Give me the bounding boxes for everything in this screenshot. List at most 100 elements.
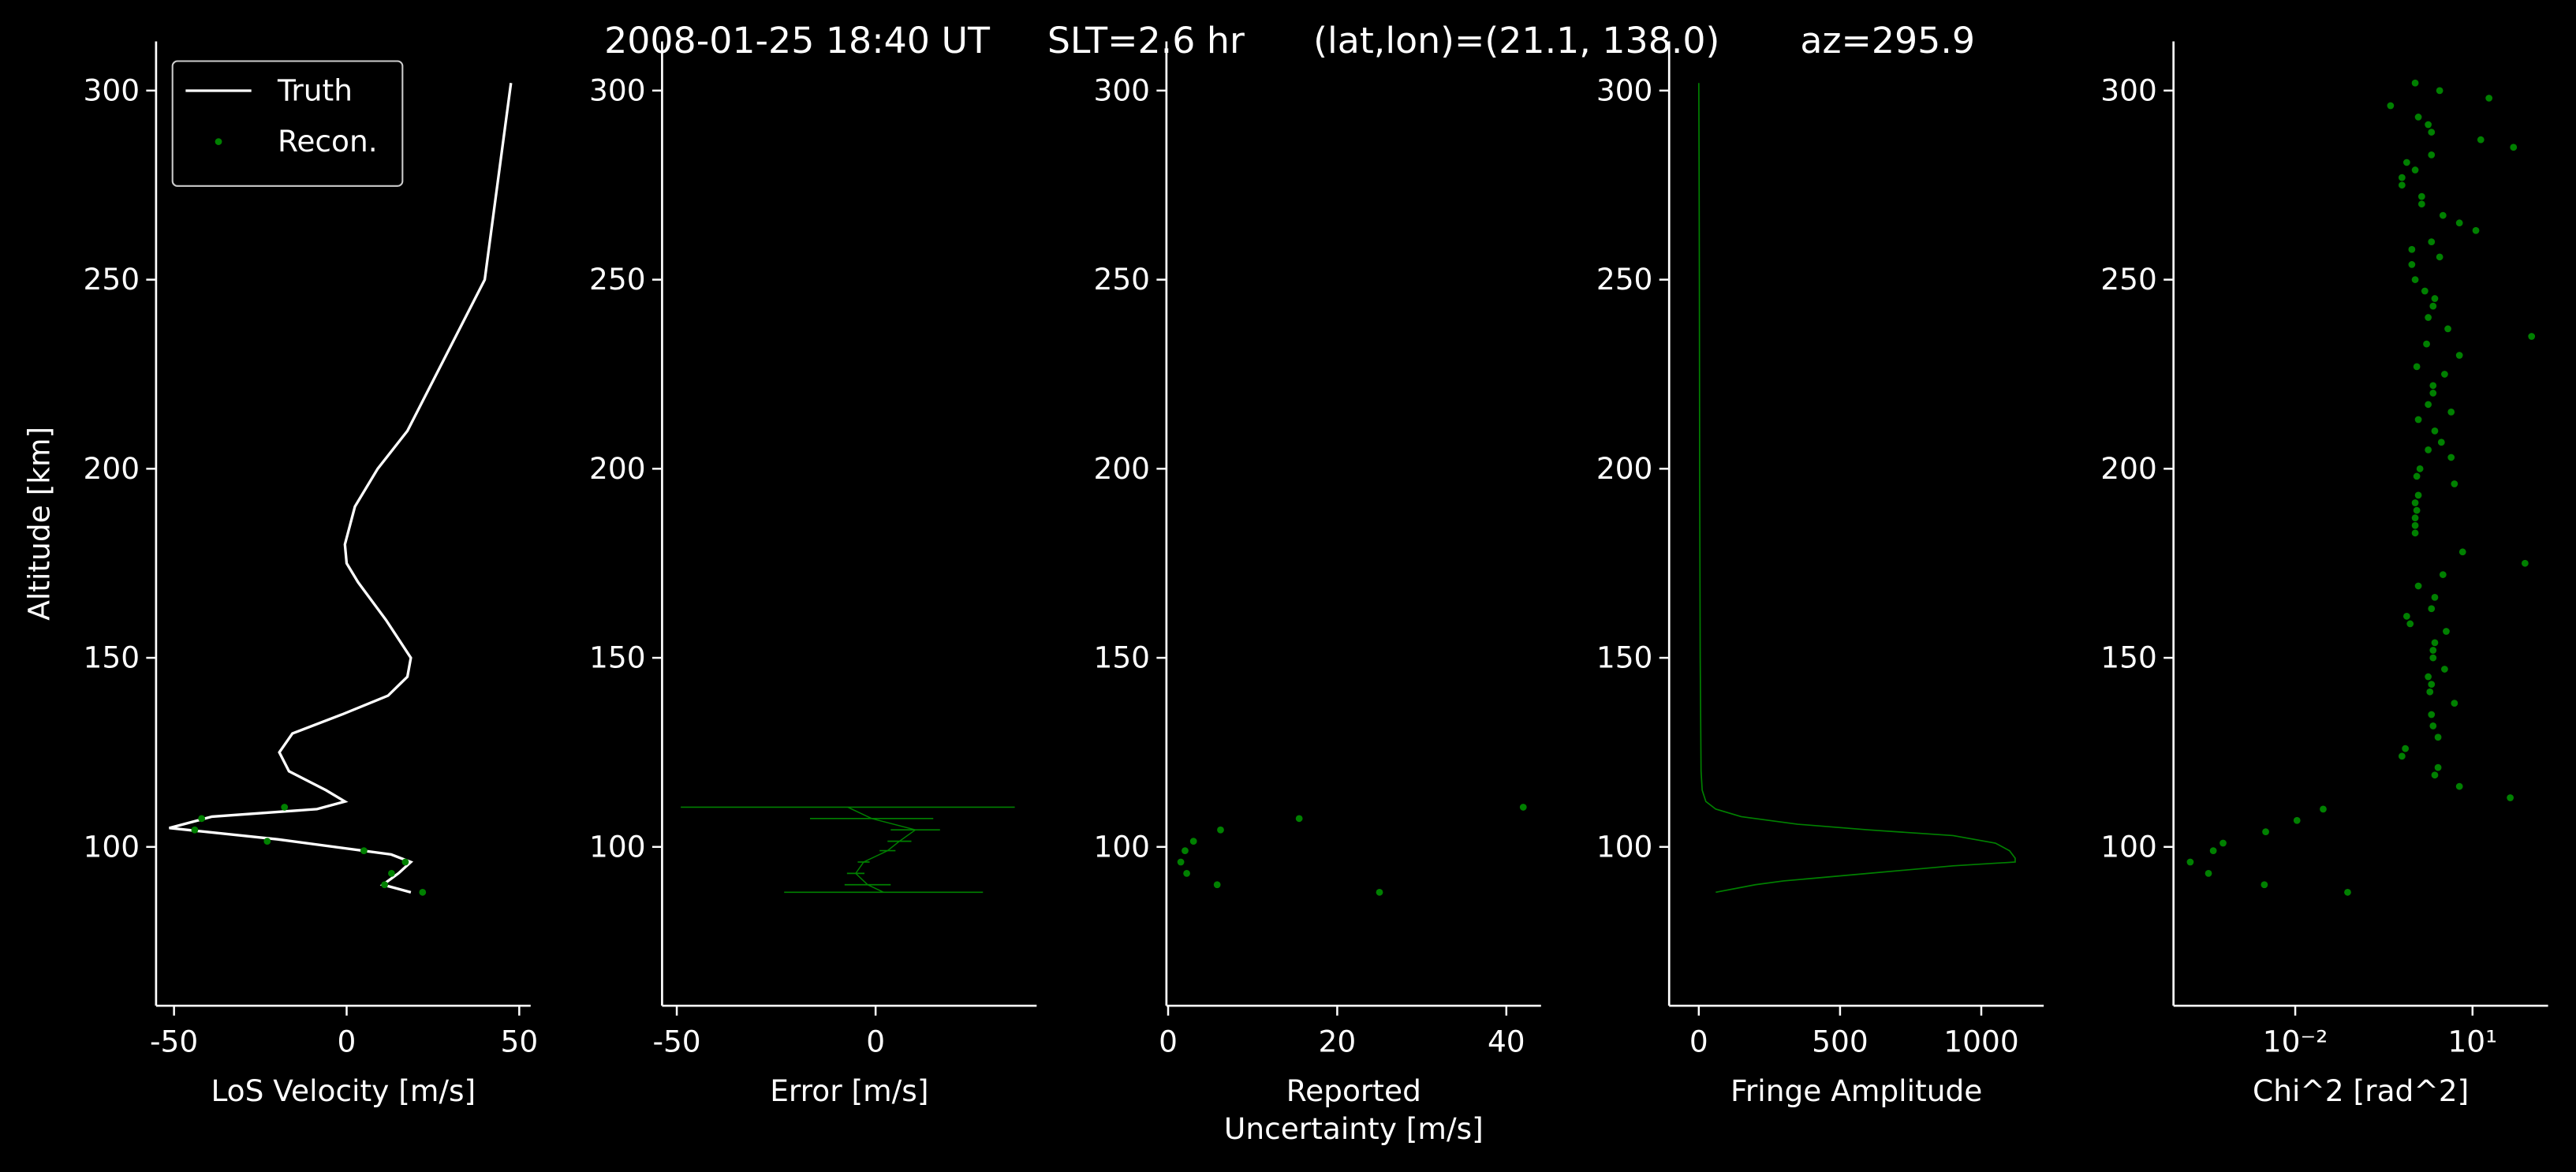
x-tick-label: 10⁻² <box>2263 1025 2328 1059</box>
x-tick-label: 0 <box>1689 1025 1708 1059</box>
x-tick-label: 50 <box>500 1025 538 1059</box>
data-point <box>2293 816 2301 824</box>
x-axis-label: LoS Velocity [m/s] <box>211 1073 476 1108</box>
data-point <box>2429 390 2437 397</box>
data-point <box>2262 828 2269 835</box>
x-axis-label: Chi^2 [rad^2] <box>2253 1073 2469 1108</box>
data-point <box>198 815 206 823</box>
data-point <box>2425 446 2432 453</box>
x-tick-label: 40 <box>1488 1025 1525 1059</box>
x-axis-label: Uncertainty [m/s] <box>1224 1111 1484 1146</box>
panel: 100 150 200 250 300 10⁻² 10¹ Chi^2 [rad^2] <box>2100 41 2548 1108</box>
data-point <box>2455 219 2463 227</box>
data-point <box>2429 302 2437 310</box>
y-tick-label: 100 <box>589 829 646 864</box>
data-point <box>401 858 409 866</box>
data-point <box>2447 409 2455 416</box>
data-point <box>2431 427 2439 435</box>
data-point <box>2402 745 2410 752</box>
data-point <box>2411 521 2419 529</box>
data-point <box>1519 804 1527 811</box>
series-line <box>169 83 513 894</box>
data-point <box>360 847 368 854</box>
data-point <box>2417 192 2425 200</box>
x-tick-label: 500 <box>1812 1025 1869 1059</box>
y-tick-label: 200 <box>2100 451 2157 486</box>
data-point <box>1376 888 1383 896</box>
data-point <box>2434 763 2442 771</box>
data-point <box>2443 628 2450 635</box>
data-point <box>2428 711 2436 719</box>
data-point <box>2441 371 2448 378</box>
data-point <box>2411 166 2419 174</box>
x-axis-label: Reported <box>1286 1073 1421 1108</box>
data-point <box>2434 733 2442 741</box>
data-point <box>2431 771 2439 779</box>
data-point <box>2414 114 2422 121</box>
data-point <box>2429 722 2437 730</box>
data-point <box>2417 200 2425 208</box>
data-point <box>281 804 289 811</box>
series-line <box>847 806 917 893</box>
data-point <box>1183 869 1190 877</box>
y-tick-label: 250 <box>2100 262 2157 297</box>
data-point <box>2261 881 2268 889</box>
y-tick-label: 250 <box>1596 262 1653 297</box>
x-tick-label: 0 <box>1159 1025 1178 1059</box>
data-point <box>2205 869 2212 877</box>
y-tick-label: 100 <box>1596 829 1653 864</box>
data-point <box>2425 401 2432 409</box>
data-point <box>2451 700 2458 707</box>
x-tick-label: 0 <box>866 1025 885 1059</box>
figure-title: 2008-01-25 18:40 UT SLT=2.6 hr (lat,lon)… <box>604 19 1975 62</box>
y-tick-label: 100 <box>1093 829 1150 864</box>
data-point <box>2441 666 2448 673</box>
data-point <box>2428 151 2436 159</box>
x-tick-label: 1000 <box>1943 1025 2018 1059</box>
data-point <box>2425 314 2432 321</box>
data-point <box>2411 529 2419 537</box>
y-tick-label: 300 <box>2100 73 2157 107</box>
data-point <box>2421 287 2429 295</box>
data-point <box>2414 582 2422 590</box>
data-point <box>2413 472 2421 480</box>
data-point <box>2447 453 2455 461</box>
data-point <box>2485 95 2493 102</box>
data-point <box>263 838 271 845</box>
x-axis-label: Error [m/s] <box>770 1073 928 1108</box>
y-tick-label: 300 <box>1596 73 1653 107</box>
data-point <box>2429 647 2437 654</box>
data-point <box>2425 673 2432 681</box>
data-point <box>191 826 199 834</box>
y-tick-label: 300 <box>589 73 646 107</box>
data-point <box>2431 639 2439 647</box>
data-point <box>381 881 389 889</box>
data-point <box>2414 416 2422 424</box>
y-tick-label: 200 <box>1093 451 1150 486</box>
series-line <box>1697 83 2016 894</box>
data-point <box>2411 276 2419 283</box>
data-point <box>1182 847 1189 854</box>
x-axis-label: Fringe Amplitude <box>1730 1073 1982 1108</box>
x-tick-label: 10¹ <box>2447 1025 2497 1059</box>
data-point <box>2387 102 2395 110</box>
data-point <box>2403 612 2410 620</box>
data-point <box>2408 261 2416 268</box>
data-point <box>2429 654 2437 662</box>
y-tick-label: 150 <box>1093 640 1150 675</box>
data-point <box>2414 491 2422 499</box>
legend-label: Recon. <box>278 124 378 159</box>
x-tick-label: 20 <box>1319 1025 1357 1059</box>
data-point <box>2528 333 2536 340</box>
y-tick-label: 150 <box>589 640 646 675</box>
y-axis-label: Altitude [km] <box>21 427 56 621</box>
data-point <box>2406 620 2414 628</box>
y-tick-label: 250 <box>1093 262 1150 297</box>
data-point <box>2455 352 2463 359</box>
x-tick-label: 0 <box>338 1025 357 1059</box>
y-tick-label: 100 <box>84 829 140 864</box>
y-tick-label: 200 <box>1596 451 1653 486</box>
data-point <box>2398 181 2406 189</box>
y-tick-label: 150 <box>2100 640 2157 675</box>
